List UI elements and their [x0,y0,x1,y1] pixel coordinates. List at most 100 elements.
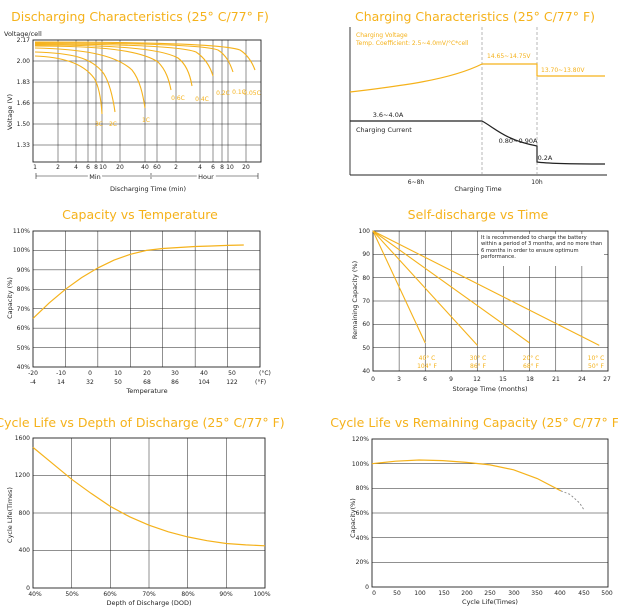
charging-voltage-label: 13.70~13.80V [541,67,585,74]
discharge-curve-label: 0.2C [216,90,230,97]
discharge-grid [32,39,262,163]
discharge-xtick: 10 [99,164,107,171]
cd-ytick: 1200 [15,472,30,479]
discharge-xticks: 1 2 4 6 8 10 20 40 60 2 4 6 8 10 20 [33,164,250,171]
ct-ytick: 110% [13,228,30,235]
sd-label-f: 104° F [417,363,437,370]
ct-unit-f: (°F) [255,379,266,386]
discharge-xtick: 20 [242,164,250,171]
ct-xtick-f: 104 [198,379,210,386]
discharge-curve-labels: 3C 2C 1C 0.6C 0.4C 0.2C 0.1C 0.05C [95,89,261,128]
cd-xtick: 80% [181,591,195,598]
cd-vgrid [71,438,227,588]
cc-ytick: 60% [356,510,370,517]
charging-current-label: 3.6~4.0A [373,111,404,119]
ct-ytick: 80% [17,286,31,293]
sd-note-wrap: It is recommended to charge the battery … [481,235,603,261]
sd-xtick: 27 [603,376,611,383]
ct-xtick-c: 10 [114,370,122,377]
sd-xlabel: Storage Time (months) [452,385,527,393]
cd-yticks: 1600 1200 800 400 0 [15,435,30,592]
discharge-chart: Discharging Characteristics (25° C/77° F… [4,9,269,193]
sd-ylabel: Remaining Capacity (%) [351,261,359,339]
ct-ytick: 100% [13,247,30,254]
sd-xtick: 15 [499,376,507,383]
discharge-curve-label: 0.6C [171,95,185,102]
discharge-xtick: 6 [211,164,215,171]
cc-xtick: 400 [554,590,566,597]
cd-title: Cycle Life vs Depth of Discharge (25° C/… [0,415,285,430]
sd-note: It is recommended to charge the battery … [481,235,603,261]
sd-xtick: 0 [371,376,375,383]
sd-ytick: 90 [362,251,370,258]
cc-xtick: 50 [393,590,401,597]
discharge-ytick: 1.66 [17,100,31,107]
discharge-xtick: 40 [141,164,149,171]
charging-title: Charging Characteristics (25° C/77° F) [355,9,595,24]
sd-label-c: 20° C [523,355,540,362]
cc-ytick: 80% [356,485,370,492]
charging-current-label: 0.80~0.90A [499,137,538,145]
cd-xtick: 40% [28,591,42,598]
cd-ytick: 0 [26,585,30,592]
charging-axes [349,27,607,176]
ct-ytick: 40% [17,364,31,371]
cc-xticks: 0 50 100 150 200 250 300 350 400 450 500 [372,590,613,597]
charging-chart: Charging Characteristics (25° C/77° F) C… [349,9,607,193]
discharge-curve-06c [34,45,172,91]
self-discharge-chart: Self-discharge vs Time Remaining Capacit… [351,207,611,393]
discharge-curve-label: 3C [95,121,103,128]
discharge-curve-label: 2C [109,121,117,128]
ct-xtick-f: 122 [226,379,238,386]
discharge-ytick: 2.00 [17,58,31,65]
cc-series-line [371,459,562,492]
discharge-xtick: 4 [198,164,202,171]
ct-hgrid [33,250,260,348]
cc-xtick: 250 [484,590,496,597]
cd-series-line [32,446,266,547]
ct-xtick-f: 86 [171,379,179,386]
discharge-min-label: Min [89,173,101,181]
sd-label-f: 86° F [470,363,487,370]
sd-yticks: 100 90 80 70 60 50 40 [359,228,371,375]
ct-ylabel: Capacity (%) [6,277,14,319]
sd-ytick: 50 [362,345,370,352]
ct-vgrid [65,231,228,367]
charging-xtick: 10h [531,179,543,186]
cycle-dod-chart: Cycle Life vs Depth of Discharge (25° C/… [0,415,285,607]
ct-xtick-c: 30 [171,370,179,377]
charging-current-legend: Charging Current [356,126,412,134]
sd-ytick: 100 [359,228,371,235]
ct-xtick-f: -4 [30,379,36,386]
ct-xtick-c: 20 [143,370,151,377]
sd-xtick: 3 [397,376,401,383]
cc-yticks: 120% 100% 80% 60% 40% 20% 0 [352,436,369,591]
cd-ytick: 1600 [15,435,30,442]
discharge-ytick: 1.83 [17,79,31,86]
ct-series-line [32,244,244,319]
cc-ytick: 100% [352,461,369,468]
discharge-xtick: 2 [56,164,60,171]
charging-current-curve [350,120,606,165]
cc-xtick: 100 [414,590,426,597]
ct-xtick-c: -20 [28,370,38,377]
discharge-xtick: 8 [220,164,224,171]
sd-xticks: 0 3 6 9 12 15 18 21 24 27 [371,376,611,383]
cd-xtick: 50% [65,591,79,598]
sd-hgrid [373,254,608,348]
discharge-curve-label: 1C [142,117,150,124]
ct-xtick-f: 32 [86,379,94,386]
ct-xtick-f: 68 [143,379,151,386]
cd-xticks: 40% 50% 60% 70% 80% 90% 100% [28,591,271,598]
sd-label-c: 10° C [588,355,605,362]
ct-title: Capacity vs Temperature [62,207,218,222]
discharge-yticks: 2.17 2.00 1.83 1.66 1.50 1.33 [17,37,31,149]
discharge-ytick: 2.17 [17,37,31,44]
sd-series-line [372,230,478,346]
discharge-curve-04c [34,44,193,87]
discharge-curve-label: 0.4C [195,96,209,103]
charging-xtick: 6~8h [408,179,425,186]
sd-note-box: It is recommended to charge the battery … [479,234,604,266]
sd-label-f: 50° F [588,363,605,370]
